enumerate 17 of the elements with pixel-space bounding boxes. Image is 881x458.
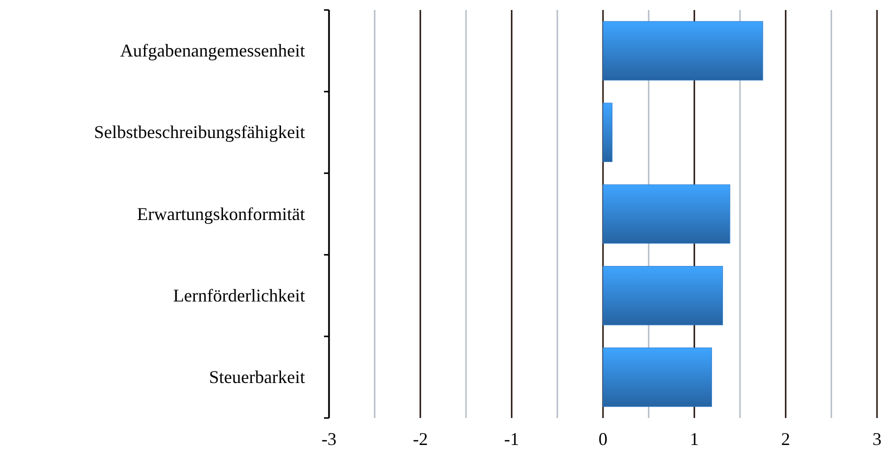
bar [602,266,723,326]
y-tick-label: Aufgabenangemessenheit [120,40,305,61]
y-tick-label: Steuerbarkeit [209,366,305,387]
y-tick-label: Lernförderlichkeit [173,285,305,306]
x-tick-label: 3 [872,428,881,449]
x-tick-label: -2 [412,428,428,449]
x-tick-label: 1 [690,428,699,449]
bar [602,102,612,162]
y-tick-label: Selbstbeschreibungsfähigkeit [94,122,305,142]
x-tick-label: -1 [504,428,520,449]
bar [602,348,712,407]
x-tick-label: 0 [598,428,608,449]
y-tick-label: Erwartungskonformität [137,204,305,224]
x-tick-label: -3 [322,428,336,449]
bar [602,21,764,80]
bar [602,184,730,244]
x-tick-label: 2 [781,428,790,449]
